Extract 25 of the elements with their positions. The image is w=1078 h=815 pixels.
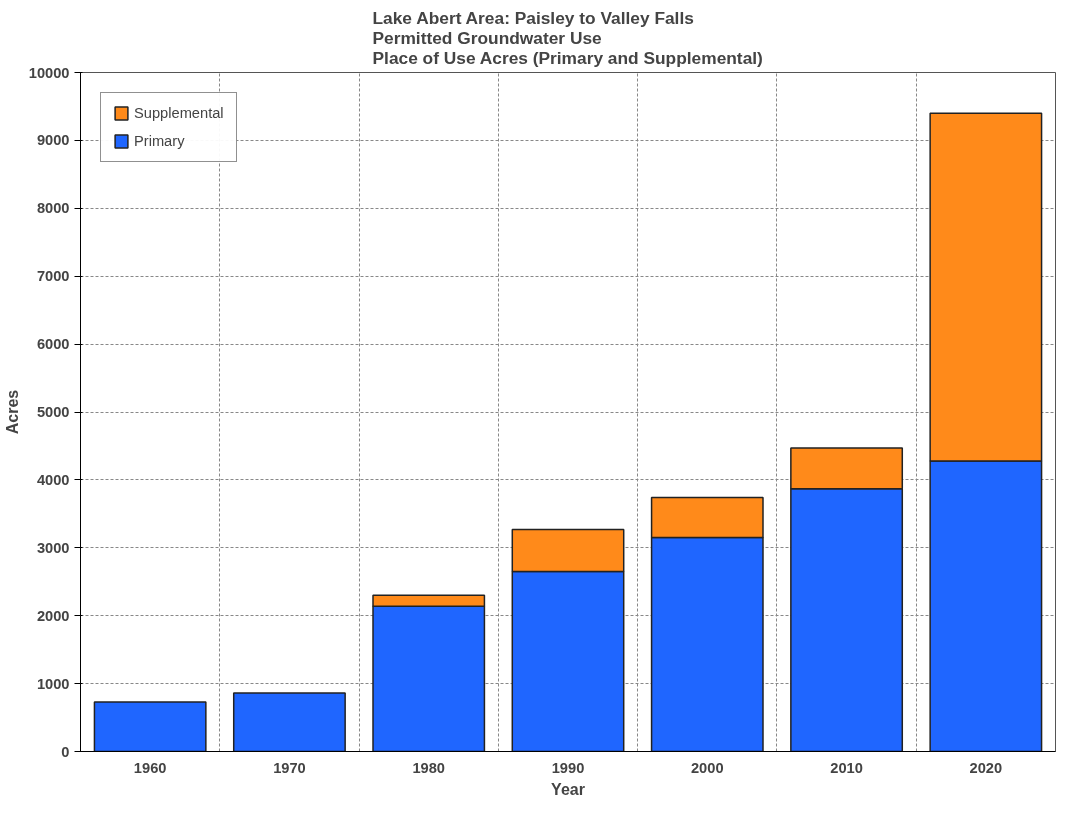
bar <box>93 701 207 752</box>
y-tick-label: 5000 <box>36 404 70 420</box>
x-tick-label: 1960 <box>133 759 167 776</box>
legend-label: Supplemental <box>134 105 224 121</box>
y-tick-label: 8000 <box>36 200 70 217</box>
x-tick-label: 1970 <box>273 759 306 776</box>
y-tick-label: 7000 <box>36 268 70 285</box>
y-tick-label: 0 <box>61 743 70 760</box>
x-tick-label: 2020 <box>969 759 1003 776</box>
y-tick-label: 10000 <box>28 64 70 81</box>
bar <box>232 692 346 752</box>
legend-label: Primary <box>134 133 185 149</box>
y-tick-label: 6000 <box>36 336 70 353</box>
y-axis-title: Acres <box>3 389 21 435</box>
y-tick-label: 9000 <box>36 132 70 149</box>
x-tick-label: 2000 <box>690 759 724 776</box>
y-tick-label: 4000 <box>36 471 70 488</box>
y-tick-label: 2000 <box>36 607 70 624</box>
chart-title: Lake Abert Area: Paisley to Valley Falls Permitted Groundwater Use Place of Use Acres (Primary and Supplemental) <box>372 7 763 68</box>
x-tick-label: 1980 <box>412 759 446 776</box>
y-tick-label: 1000 <box>36 675 70 692</box>
y-tick-label: 3000 <box>36 539 70 556</box>
x-axis-title: Year <box>551 780 585 798</box>
x-tick-label: 2010 <box>830 759 863 776</box>
x-tick-label: 1990 <box>551 759 585 776</box>
